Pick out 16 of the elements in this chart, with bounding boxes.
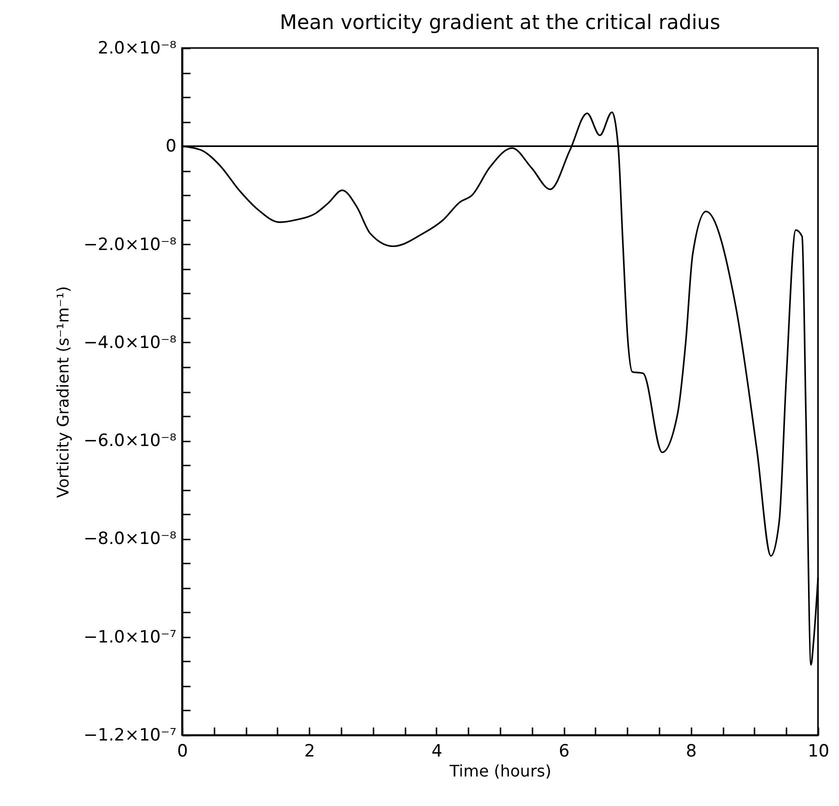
x-tick-label: 2: [304, 742, 316, 762]
y-tick-label: 0: [166, 136, 176, 157]
y-tick-label: −1.2×10⁻⁷: [84, 726, 177, 746]
y-tick-label: −1.0×10⁻⁷: [84, 627, 177, 648]
y-tick-label: 2.0×10⁻⁸: [98, 38, 177, 58]
y-tick-label: −6.0×10⁻⁸: [84, 431, 177, 452]
y-tick-label: −2.0×10⁻⁸: [84, 234, 177, 255]
y-axis-title: Vorticity Gradient (s⁻¹m⁻¹): [54, 286, 73, 498]
x-tick-label: 6: [558, 742, 570, 762]
x-tick-label: 8: [686, 742, 697, 762]
x-axis-title: Time (hours): [448, 762, 552, 780]
y-tick-label: −4.0×10⁻⁸: [84, 332, 177, 353]
x-tick-label: 10: [808, 742, 830, 762]
x-tick-label: 4: [431, 742, 442, 762]
y-tick-label: −8.0×10⁻⁸: [84, 529, 177, 550]
chart-title: Mean vorticity gradient at the critical radius: [280, 10, 720, 34]
